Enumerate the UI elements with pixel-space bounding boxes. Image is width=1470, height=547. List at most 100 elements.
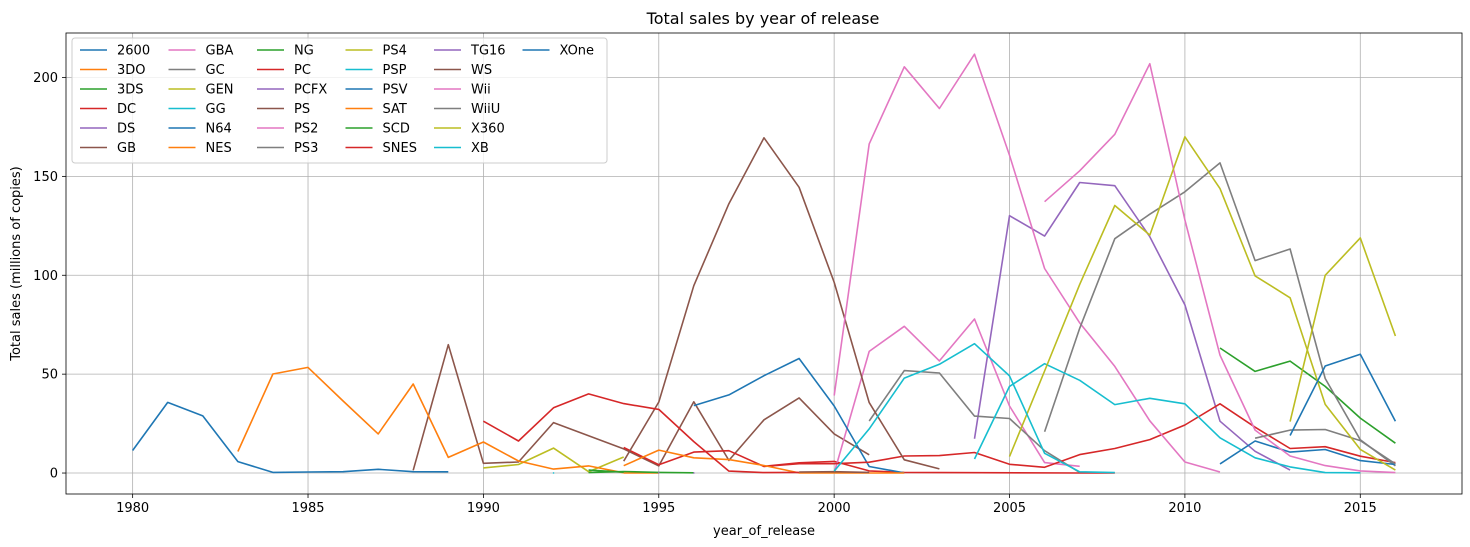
legend-label: Wii (471, 83, 491, 98)
series-line-ps4 (1289, 237, 1397, 422)
x-tick-label: 1985 (291, 501, 324, 516)
series-line-ng (588, 470, 694, 474)
legend-label: PS2 (294, 122, 318, 137)
legend-item-gg: GG (168, 102, 226, 117)
legend-item-pcfx: PCFX (257, 83, 327, 98)
legend-item-tg16: TG16 (434, 44, 506, 59)
legend-label: GG (206, 102, 226, 117)
series-line-wii (1044, 62, 1396, 474)
plot-frame (65, 32, 1463, 495)
series-line-x360 (1008, 136, 1396, 471)
legend-label: PC (294, 63, 311, 78)
series-line-gen (483, 447, 625, 473)
series-line-gb (412, 343, 870, 471)
series-line-ds (973, 181, 1291, 471)
chart-title: Total sales by year of release (646, 9, 880, 28)
series-line-xb (833, 342, 1115, 474)
x-tick-label: 2015 (1344, 501, 1377, 516)
series-line-scd (588, 469, 624, 473)
y-axis-title: Total sales (millions of copies) (9, 166, 24, 362)
legend-item-3do: 3DO (80, 63, 146, 78)
legend-item-nes: NES (168, 141, 232, 156)
legend-label: PSP (383, 63, 407, 78)
series-line-n64 (693, 357, 905, 474)
series-point-gg (552, 472, 555, 474)
legend-label: PS3 (294, 141, 318, 156)
y-tick-label: 150 (33, 170, 58, 185)
legend-label: PS (294, 102, 310, 117)
x-tick-label: 2010 (1168, 501, 1201, 516)
series-line-ps3 (1043, 162, 1396, 467)
legend-label: SAT (383, 102, 407, 117)
legend-item-gba: GBA (168, 44, 234, 59)
series-line-2600 (131, 401, 449, 474)
legend-item-pc: PC (257, 63, 311, 78)
legend-label: 3DS (117, 83, 144, 98)
legend-label: WiiU (471, 102, 500, 117)
axis-ticks: 1980 1985 1990 1995 2000 2005 2010 2015 0 50 100 15… (33, 71, 1377, 516)
legend-label: GB (117, 141, 136, 156)
legend-label: PS4 (383, 44, 407, 59)
legend-label: DC (117, 102, 136, 117)
legend-item-gc: GC (168, 63, 225, 78)
y-tick-label: 100 (33, 269, 58, 284)
legend-item-ng: NG (257, 44, 314, 59)
legend: 2600 3DO 3DS DC DS GB GBA GC GEN GG N64 NES NG PC PCFX… (71, 37, 608, 164)
legend-label: XOne (560, 44, 595, 59)
legend-item-scd: SCD (345, 122, 410, 137)
y-tick-label: 200 (33, 71, 58, 86)
legend-label: WS (471, 63, 492, 78)
legend-label: GBA (206, 44, 234, 59)
x-tick-label: 1995 (642, 501, 675, 516)
x-tick-label: 1990 (467, 501, 500, 516)
legend-item-psv: PSV (345, 83, 408, 98)
legend-item-wii: Wii (434, 83, 491, 98)
legend-item-ds: DS (80, 122, 135, 137)
series-line-gc (868, 369, 1081, 474)
x-tick-label: 1980 (116, 501, 149, 516)
legend-label: N64 (206, 122, 232, 137)
series-line-ps2 (833, 53, 1221, 473)
legend-label: TG16 (470, 44, 506, 59)
series-group (131, 53, 1397, 474)
series-line-nes (237, 366, 624, 474)
y-tick-label: 0 (50, 467, 58, 482)
legend-item-xone: XOne (522, 44, 595, 59)
series-line-3ds (1219, 347, 1396, 444)
legend-label: XB (471, 141, 489, 156)
legend-item-snes: SNES (345, 141, 417, 156)
series-line-psp (973, 362, 1361, 474)
series-line-pc (623, 402, 1396, 469)
legend-label: NES (206, 141, 232, 156)
legend-item-xb: XB (434, 141, 489, 156)
legend-item-psp: PSP (345, 63, 407, 78)
legend-item-2600: 2600 (80, 44, 150, 59)
legend-item-ps4: PS4 (345, 44, 407, 59)
series-line-sat (623, 449, 905, 474)
legend-item-3ds: 3DS (80, 83, 144, 98)
series-line-gba (833, 318, 1080, 474)
legend-label: GC (206, 63, 225, 78)
legend-label: 3DO (117, 63, 146, 78)
legend-label: SNES (383, 141, 417, 156)
legend-item-gen: GEN (168, 83, 234, 98)
series-point-tg16 (657, 471, 660, 474)
legend-item-n64: N64 (168, 122, 232, 137)
legend-item-ws: WS (434, 63, 492, 78)
legend-box (71, 37, 608, 164)
legend-item-ps3: PS3 (257, 141, 318, 156)
legend-item-gb: GB (80, 141, 136, 156)
series-line-psv (1219, 440, 1396, 466)
legend-item-sat: SAT (345, 102, 407, 117)
series-point-pcfx (693, 472, 695, 474)
x-tick-label: 2000 (818, 501, 851, 516)
series-line-ws (799, 470, 870, 474)
legend-item-x360: X360 (434, 122, 505, 137)
series-line-snes (483, 393, 800, 474)
legend-label: X360 (471, 122, 505, 137)
y-tick-label: 50 (41, 368, 58, 383)
legend-label: NG (294, 44, 314, 59)
legend-item-dc: DC (80, 102, 136, 117)
legend-label: DS (117, 122, 135, 137)
legend-item-ps: PS (257, 102, 310, 117)
